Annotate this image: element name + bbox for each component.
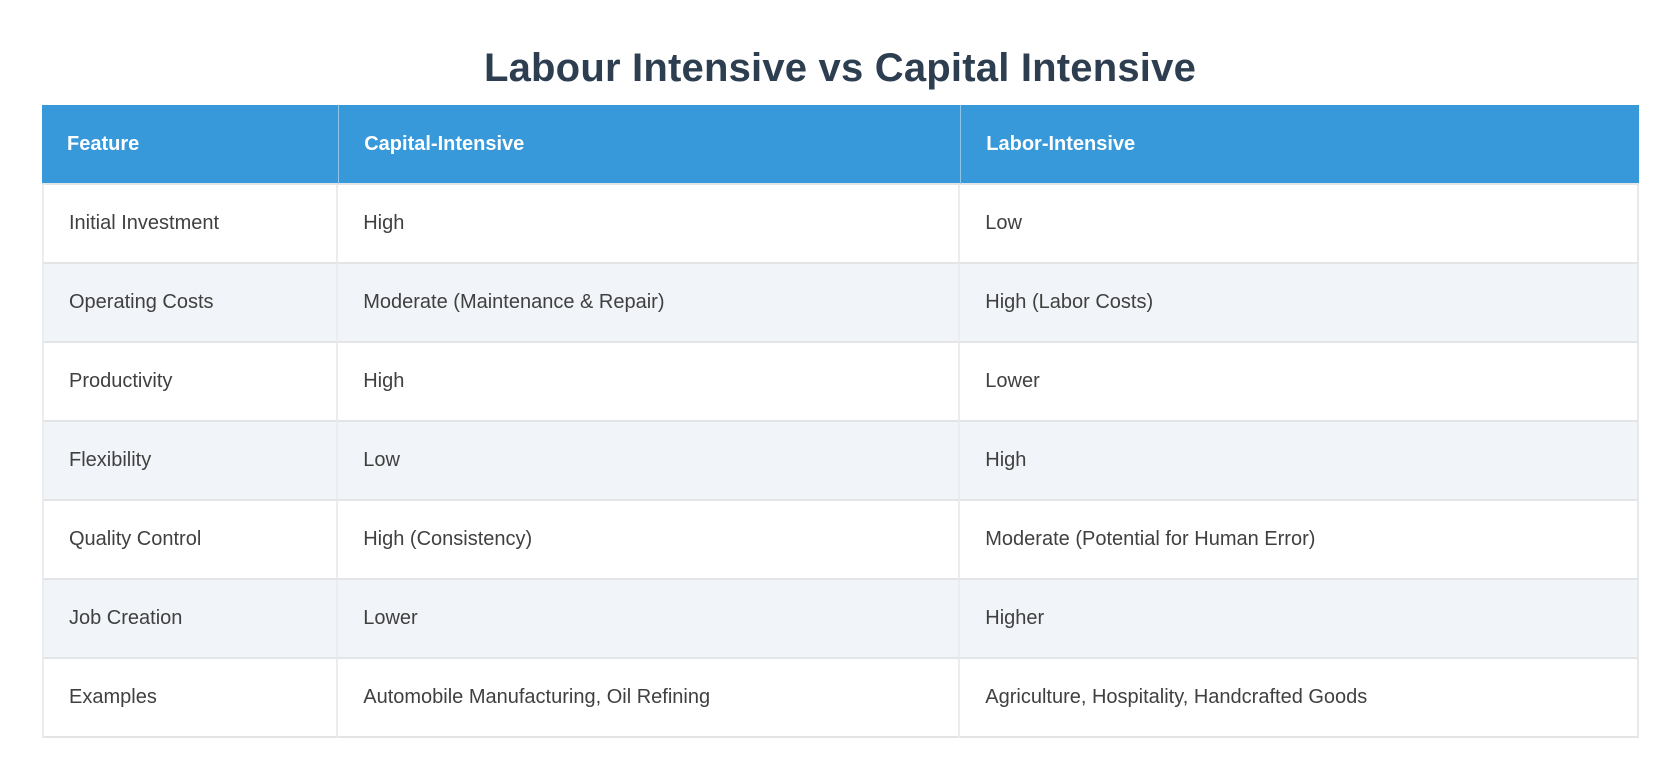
column-header-labor-intensive: Labor-Intensive [960, 105, 1639, 185]
table-row: Productivity High Lower [42, 343, 1639, 422]
labor-cell: Agriculture, Hospitality, Handcrafted Go… [960, 659, 1639, 738]
feature-cell: Productivity [42, 343, 339, 422]
feature-cell: Flexibility [42, 422, 339, 501]
labor-cell: High [960, 422, 1639, 501]
column-header-capital-intensive: Capital-Intensive [338, 105, 961, 185]
labor-cell: High (Labor Costs) [960, 264, 1639, 343]
column-header-feature: Feature [42, 105, 339, 185]
comparison-table-container: Feature Capital-Intensive Labor-Intensiv… [42, 105, 1639, 738]
table-row: Initial Investment High Low [42, 185, 1639, 264]
page-title: Labour Intensive vs Capital Intensive [483, 46, 1197, 90]
capital-cell: High [338, 185, 961, 264]
table-row: Operating Costs Moderate (Maintenance & … [42, 264, 1639, 343]
feature-cell: Quality Control [42, 501, 339, 580]
table-row: Flexibility Low High [42, 422, 1639, 501]
labor-cell: Moderate (Potential for Human Error) [960, 501, 1639, 580]
feature-cell: Examples [42, 659, 339, 738]
capital-cell: Moderate (Maintenance & Repair) [338, 264, 961, 343]
labor-cell: Low [960, 185, 1639, 264]
capital-cell: High (Consistency) [338, 501, 961, 580]
capital-cell: High [338, 343, 961, 422]
table-row: Examples Automobile Manufacturing, Oil R… [42, 659, 1639, 738]
labor-cell: Lower [960, 343, 1639, 422]
feature-cell: Initial Investment [42, 185, 339, 264]
comparison-table: Feature Capital-Intensive Labor-Intensiv… [42, 105, 1639, 738]
table-row: Quality Control High (Consistency) Moder… [42, 501, 1639, 580]
table-row: Job Creation Lower Higher [42, 580, 1639, 659]
feature-cell: Operating Costs [42, 264, 339, 343]
labor-cell: Higher [960, 580, 1639, 659]
capital-cell: Lower [338, 580, 961, 659]
capital-cell: Low [338, 422, 961, 501]
header-row: Feature Capital-Intensive Labor-Intensiv… [42, 105, 1639, 185]
feature-cell: Job Creation [42, 580, 339, 659]
capital-cell: Automobile Manufacturing, Oil Refining [338, 659, 961, 738]
